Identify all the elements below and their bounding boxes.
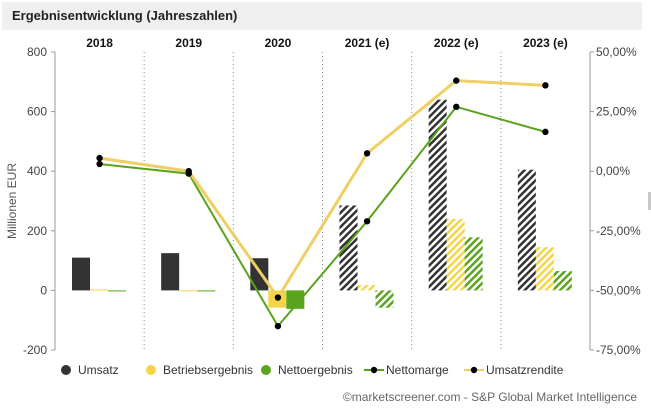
y2-tick-label: 0,00% bbox=[596, 164, 630, 178]
point-nettomarge bbox=[453, 103, 460, 111]
category-label: 2019 bbox=[175, 36, 202, 50]
point-nettomarge bbox=[363, 218, 371, 225]
legend-marker-nettomarge bbox=[370, 366, 378, 374]
legend-label: Umsatz bbox=[78, 363, 119, 377]
chart-title-bar: Ergebnisentwicklung (Jahreszahlen) bbox=[2, 2, 642, 30]
bar-nettoergebnis bbox=[553, 271, 572, 291]
point-nettomarge bbox=[274, 322, 282, 330]
legend-label: Nettomarge bbox=[386, 363, 449, 377]
y-tick-label: 800 bbox=[27, 45, 47, 59]
legend-label: Betriebsergebnis bbox=[163, 363, 253, 377]
bar-umsatz bbox=[161, 253, 180, 291]
point-umsatzrendite bbox=[274, 294, 282, 301]
y2-tick-label: 50,00% bbox=[596, 45, 637, 59]
bar-nettoergebnis bbox=[464, 237, 483, 291]
point-nettomarge bbox=[96, 160, 103, 168]
bar-umsatz bbox=[428, 99, 447, 291]
y-tick-label: 0 bbox=[40, 283, 47, 297]
bar-betriebsergebnis bbox=[179, 290, 198, 292]
point-umsatzrendite bbox=[453, 77, 460, 84]
chart-title: Ergebnisentwicklung (Jahreszahlen) bbox=[12, 8, 238, 23]
point-umsatzrendite bbox=[542, 82, 549, 89]
legend-marker-umsatz bbox=[61, 365, 71, 375]
bar-nettoergebnis bbox=[108, 290, 126, 292]
bar-umsatz bbox=[339, 205, 358, 291]
legend-label: Umsatzrendite bbox=[486, 363, 564, 377]
legend-marker-nettoergebnis bbox=[261, 365, 271, 375]
y-axis-title: Millionen EUR bbox=[5, 163, 19, 239]
category-label: 2021 (e) bbox=[345, 36, 390, 50]
y2-tick-label: 25,00% bbox=[596, 105, 637, 119]
point-umsatzrendite bbox=[363, 150, 371, 157]
bar-umsatz bbox=[517, 169, 536, 291]
bar-nettoergebnis bbox=[286, 290, 305, 309]
scrollbar-handle[interactable] bbox=[648, 192, 651, 210]
bar-nettoergebnis bbox=[375, 290, 394, 308]
source-footer: ©marketscreener.com - S&P Global Market … bbox=[342, 390, 637, 404]
category-label: 2018 bbox=[86, 36, 113, 50]
category-label: 2022 (e) bbox=[434, 36, 479, 50]
bar-umsatz bbox=[72, 257, 90, 291]
bar-betriebsergebnis bbox=[446, 218, 465, 291]
bar-betriebsergebnis bbox=[357, 285, 376, 291]
bar-betriebsergebnis bbox=[90, 289, 108, 291]
y-tick-label: 200 bbox=[27, 224, 47, 238]
y2-tick-label: -75,00% bbox=[596, 343, 641, 357]
point-umsatzrendite bbox=[96, 154, 103, 162]
legend-marker-umsatzrendite bbox=[470, 366, 478, 374]
category-label: 2023 (e) bbox=[523, 36, 568, 50]
line-nettomarge bbox=[99, 105, 546, 328]
y-tick-label: 600 bbox=[27, 105, 47, 119]
legend-label: Nettoergebnis bbox=[278, 363, 353, 377]
legend-marker-betriebsergebnis bbox=[146, 365, 156, 375]
bar-betriebsergebnis bbox=[535, 247, 554, 291]
line-umsatzrendite bbox=[99, 79, 546, 301]
y-tick-label: 400 bbox=[27, 164, 47, 178]
bar-nettoergebnis bbox=[197, 290, 216, 292]
y-tick-label: -200 bbox=[23, 343, 47, 357]
point-nettomarge bbox=[542, 128, 549, 136]
category-label: 2020 bbox=[265, 36, 292, 50]
point-umsatzrendite bbox=[185, 168, 192, 175]
y2-tick-label: -25,00% bbox=[596, 224, 641, 238]
y2-tick-label: -50,00% bbox=[596, 283, 641, 297]
